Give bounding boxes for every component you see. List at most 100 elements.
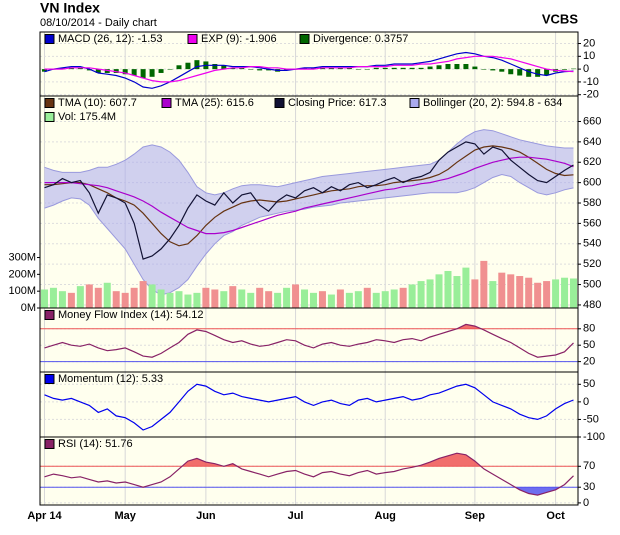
volume-bar (471, 279, 479, 308)
volume-bar (453, 276, 461, 308)
volume-bar (525, 277, 533, 308)
divergence-bar (185, 62, 191, 70)
legend-swatch (299, 34, 310, 44)
divergence-bar (427, 66, 433, 70)
bollinger-upper (44, 129, 574, 196)
volume-bar (58, 291, 66, 308)
volume-bar (327, 294, 335, 308)
volume-bar (166, 292, 174, 308)
divergence-bar (454, 64, 460, 70)
volume-bar (435, 274, 443, 308)
divergence-bar (400, 67, 406, 70)
divergence-bar (409, 67, 415, 70)
divergence-bar (176, 65, 182, 70)
legend-label: Money Flow Index (14): 54.12 (58, 309, 204, 321)
divergence-bar (239, 67, 245, 70)
legend-label: RSI (14): 51.76 (58, 438, 133, 450)
y-tick-label: 580 (583, 197, 601, 209)
divergence-bar (355, 69, 361, 70)
volume-bar (570, 278, 578, 308)
y-tick-label: 540 (583, 238, 601, 250)
x-tick-label: Sep (465, 510, 485, 522)
divergence-bar (463, 64, 469, 70)
divergence-bar (391, 67, 397, 70)
volume-bar (363, 287, 371, 308)
divergence-bar (571, 68, 577, 70)
volume-bar (561, 277, 569, 308)
divergence-bar (41, 69, 47, 72)
volume-bar (417, 281, 425, 308)
divergence-bar (562, 69, 568, 70)
x-tick-label: May (114, 510, 136, 522)
y-tick-label: -100 (583, 431, 605, 443)
divergence-bar (140, 69, 146, 79)
y-tick-label: 20 (583, 37, 595, 49)
volume-bar (220, 291, 228, 308)
divergence-bar (319, 67, 325, 70)
chart-subtitle: 08/10/2014 - Daily chart (40, 17, 157, 29)
y-tick-label: -20 (583, 89, 599, 101)
volume-bar (103, 282, 111, 308)
volume-bar (507, 274, 515, 308)
volume-bar (193, 292, 201, 308)
divergence-bar (328, 67, 334, 70)
volume-bar (399, 287, 407, 308)
divergence-bar (337, 67, 343, 70)
divergence-bar (364, 69, 370, 70)
volume-bar (408, 284, 416, 308)
divergence-bar (418, 67, 424, 70)
volume-bar (130, 287, 138, 308)
volume-bar (372, 292, 380, 308)
y-tick-label: 0 (583, 396, 589, 408)
series-line (44, 156, 574, 235)
divergence-bar (472, 66, 478, 70)
volume-bar (274, 292, 282, 308)
threshold-fill (44, 324, 574, 329)
divergence-bar (104, 69, 110, 73)
brand: VCBS (542, 11, 578, 26)
x-tick-label: Oct (546, 510, 565, 522)
divergence-bar (310, 67, 316, 70)
volume-bar (184, 294, 192, 308)
legend-label: Closing Price: 617.3 (288, 97, 386, 109)
volume-bar (390, 289, 398, 308)
volume-bar (112, 291, 120, 308)
divergence-bar (113, 69, 119, 73)
y-tick-label: 80 (583, 323, 595, 335)
y-tick-label: 20 (583, 356, 595, 368)
volume-bar (148, 284, 156, 308)
x-tick-label: Jun (196, 510, 216, 522)
volume-bar (444, 270, 452, 308)
x-tick-label: Apr 14 (27, 510, 62, 522)
volume-bar (49, 287, 57, 308)
legend-label: Divergence: 0.3757 (313, 33, 408, 45)
legend-label: EXP (9): -1.906 (201, 33, 277, 45)
y-tick-label: 50 (583, 339, 595, 351)
plot (40, 437, 578, 505)
y-tick-label: 600 (583, 177, 601, 189)
series-line (44, 323, 574, 358)
y2-tick-label: 100M (8, 285, 36, 297)
volume-bar (76, 286, 84, 308)
divergence-bar (382, 67, 388, 70)
volume-bar (534, 282, 542, 308)
legend-label: MACD (26, 12): -1.53 (58, 33, 163, 45)
y-tick-label: 520 (583, 258, 601, 270)
volume-bar (552, 279, 560, 308)
x-tick-label: Jul (288, 510, 304, 522)
series-line (44, 145, 574, 247)
volume-bar (318, 291, 326, 308)
volume-bar (265, 291, 273, 308)
legend-swatch (44, 439, 55, 449)
bollinger-band (44, 129, 574, 295)
plot (40, 372, 578, 437)
panel-background (40, 372, 578, 437)
divergence-bar (248, 69, 254, 70)
volume-bar (67, 292, 75, 308)
volume-bar (354, 291, 362, 308)
y-tick-label: 660 (583, 115, 601, 127)
volume-bar (247, 292, 255, 308)
legend-swatch (274, 98, 285, 108)
legend-swatch (44, 98, 55, 108)
legend-swatch (409, 98, 420, 108)
